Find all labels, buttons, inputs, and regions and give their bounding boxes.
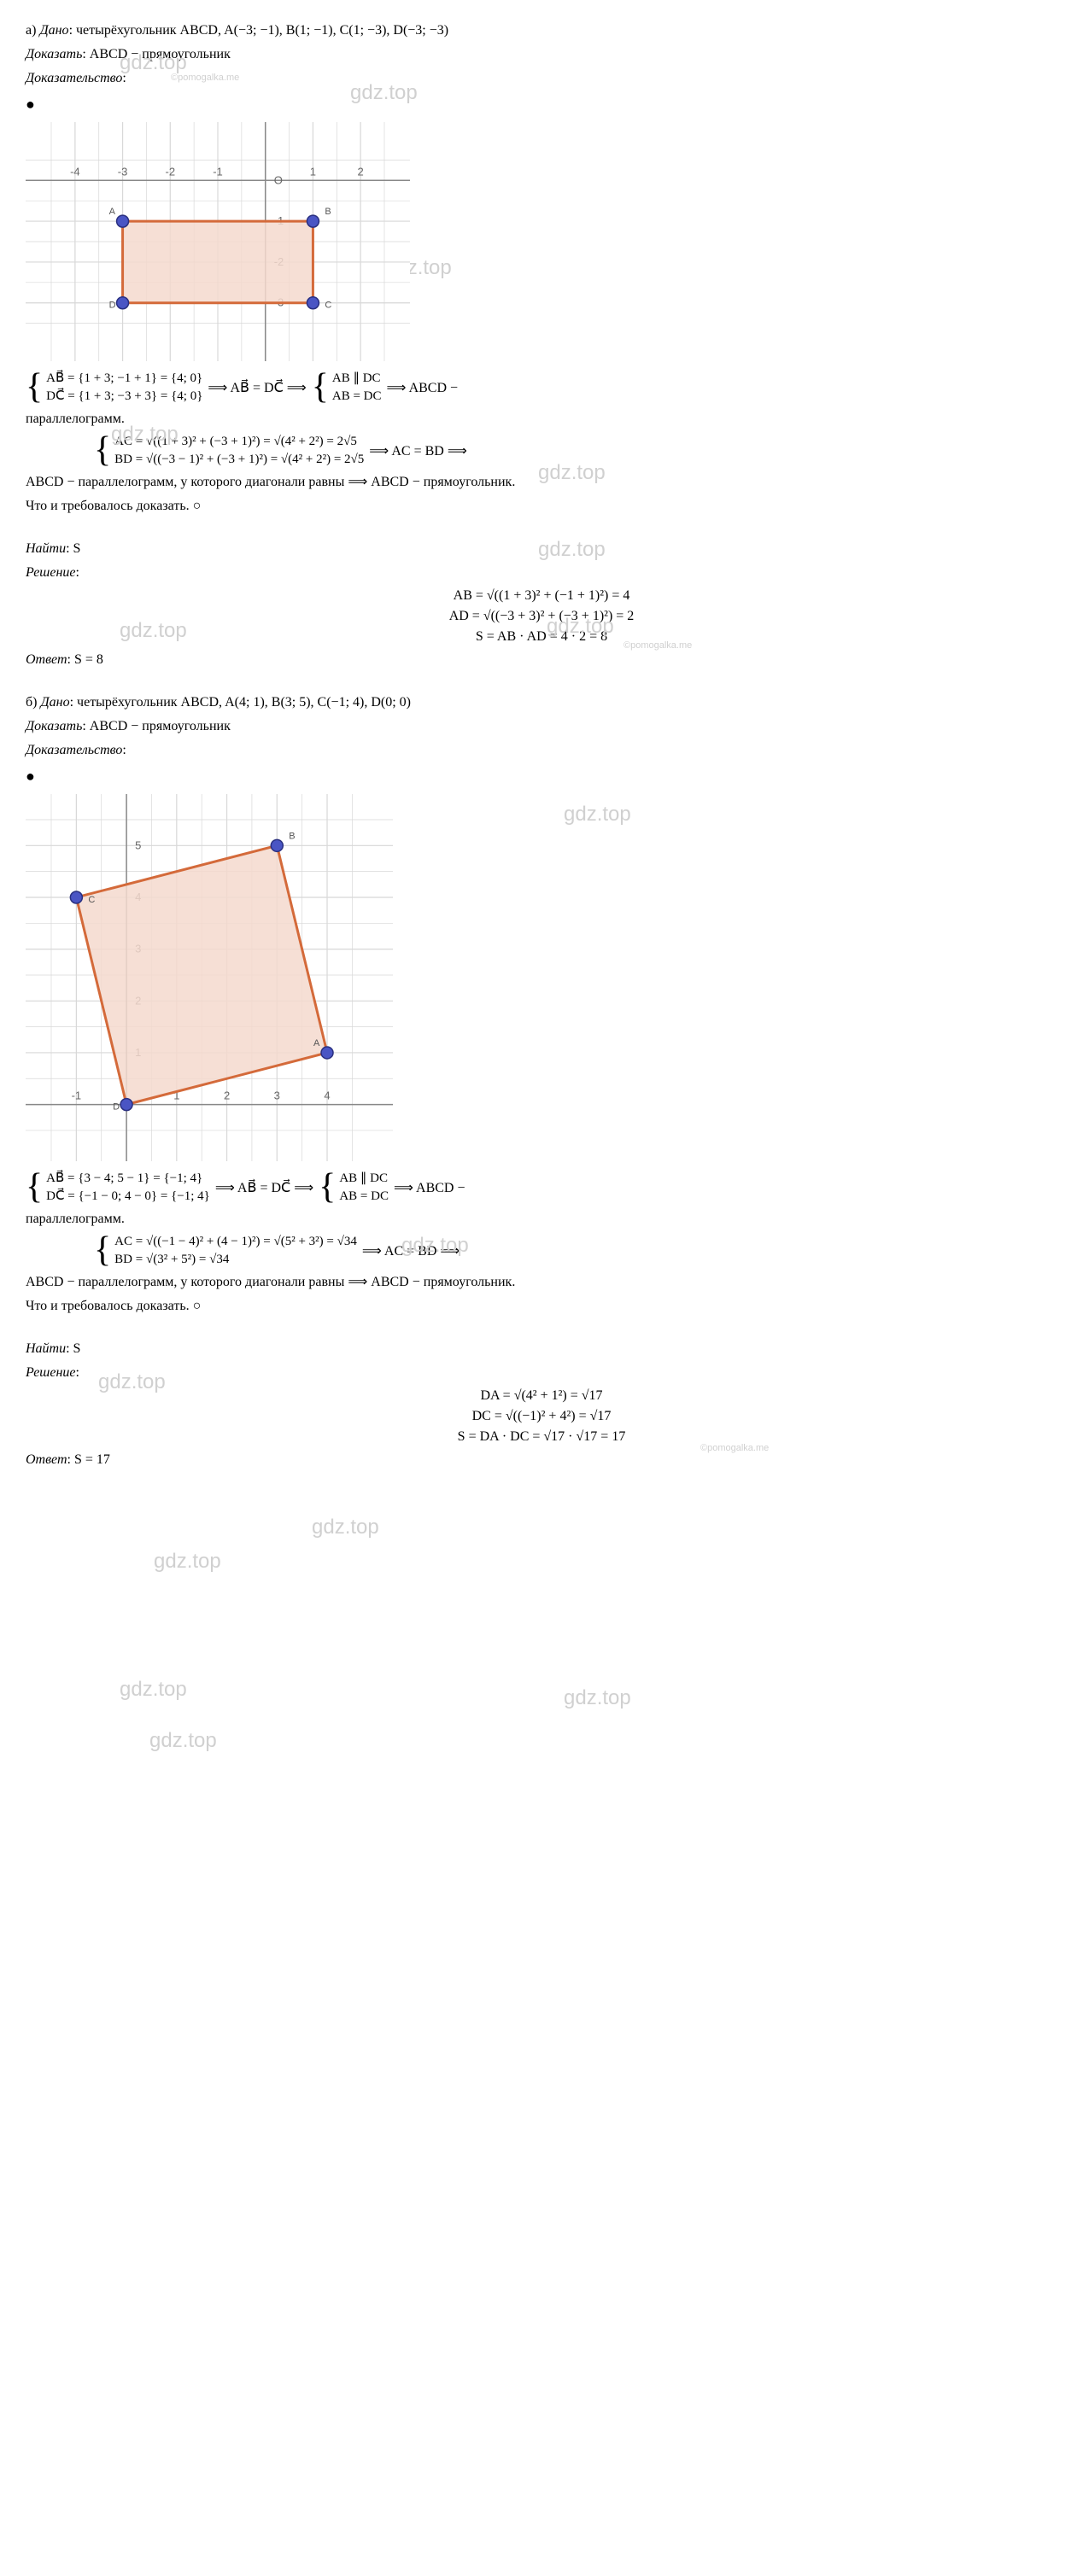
bullet: ● [26,768,1057,786]
eq-bd: BD = √((−3 − 1)² + (−3 + 1)²) = √(4² + 2… [114,451,364,469]
colon: : [76,565,79,580]
svg-text:B: B [289,831,295,841]
calc-da: DA = √(4² + 1²) = √17 [26,1388,1057,1404]
watermark: gdz.top [312,1516,379,1539]
eq-ac: AC = √((1 + 3)² + (−3 + 1)²) = √(4² + 2²… [114,433,364,451]
part-b-dokazatelstvo: Доказательство: [26,740,1057,761]
part-b-dokazat: Доказать: ABCD − прямоугольник [26,716,1057,737]
eq-result: ⟹ ABCD − [394,1179,465,1196]
part-a-eq1: { AB⃗ = {1 + 3; −1 + 1} = {4; 0} DC⃗ = {… [26,370,458,406]
calc-ab: AB = √((1 + 3)² + (−1 + 1)²) = 4 [26,588,1057,604]
part-b-dano: б) Дано: четырёхугольник ABCD, A(4; 1), … [26,692,1057,713]
otvet-text: : S = 17 [67,1452,110,1467]
svg-text:-3: -3 [118,165,128,178]
calc-s: S = AB · AD = 4 · 2 = 8 [26,629,1057,645]
eq-equal: AB = DC [332,388,382,406]
svg-text:2: 2 [224,1089,230,1102]
svg-text:D: D [109,301,116,311]
qed: Что и требовалось доказать. ○ [26,1296,1057,1317]
naiti-text: : S [66,541,80,556]
eq-imp: ⟹ AB⃗ = DC⃗ ⟹ [208,379,306,396]
svg-text:1: 1 [310,165,316,178]
eq-ab: AB⃗ = {1 + 3; −1 + 1} = {4; 0} [46,370,202,388]
svg-text:-2: -2 [166,165,176,178]
dokazat-text: : ABCD − прямоугольник [82,719,231,733]
eq-result: ⟹ ABCD − [387,379,459,396]
reshenie-label: Решение [26,565,76,580]
otvet-line: Ответ: S = 17 [26,1450,1057,1470]
part-a-dano: а) Дано: четырёхугольник ABCD, A(−3; −1)… [26,20,1057,41]
bullet: ● [26,96,1057,114]
otvet-line: Ответ: S = 8 [26,650,1057,670]
otvet-label: Ответ [26,652,67,667]
svg-text:A: A [313,1038,320,1049]
colon: : [122,71,126,85]
chart-b: -1123412345ABCD [26,794,1057,1161]
watermark: gdz.top [564,1686,631,1710]
svg-text:4: 4 [324,1089,330,1102]
watermark: gdz.top [154,1550,221,1574]
naiti-label: Найти [26,541,66,556]
parallelogram-text: параллелограмм. [26,409,1057,429]
eq-imp: ⟹ AB⃗ = DC⃗ ⟹ [215,1179,313,1196]
eq-parallel: AB ∥ DC [339,1170,389,1188]
eq-equal: AB = DC [339,1188,389,1206]
eq2-result: ⟹ AC = BD ⟹ [369,442,466,459]
dokazatelstvo-label: Доказательство [26,743,122,757]
otvet-text: : S = 8 [67,652,103,667]
svg-text:B: B [325,207,331,217]
naiti-line: Найти: S [26,539,1057,559]
dokazat-label: Доказать [26,47,82,61]
reshenie-line: Решение: [26,1363,1057,1383]
eq-ac: AC = √((−1 − 4)² + (4 − 1)²) = √(5² + 3²… [114,1233,357,1251]
colon: : [122,743,126,757]
eq-ab: AB⃗ = {3 − 4; 5 − 1} = {−1; 4} [46,1170,210,1188]
eq-bd: BD = √(3² + 5²) = √34 [114,1251,357,1269]
parallelogram-text: параллелограмм. [26,1209,1057,1230]
svg-text:C: C [325,301,331,311]
colon: : [76,1365,79,1380]
svg-text:-1: -1 [72,1089,82,1102]
part-a-dokazatelstvo: Доказательство: [26,68,1057,89]
dokazat-label: Доказать [26,719,82,733]
dano-label: Дано [39,23,68,38]
eq-dc: DC⃗ = {1 + 3; −3 + 3} = {4; 0} [46,388,202,406]
conclusion: ABCD − параллелограмм, у которого диагон… [26,472,1057,493]
dano-text: : четырёхугольник ABCD, A(−3; −1), B(1; … [69,23,449,38]
watermark: gdz.top [149,1729,217,1753]
svg-text:O: O [274,173,283,186]
eq-parallel: AB ∥ DC [332,370,382,388]
svg-text:D: D [113,1102,120,1113]
reshenie-label: Решение [26,1365,76,1380]
calc-ad: AD = √((−3 + 3)² + (−3 + 1)²) = 2 [26,609,1057,624]
svg-text:5: 5 [135,838,141,851]
eq2-result: ⟹ AC = BD ⟹ [362,1242,460,1259]
naiti-line: Найти: S [26,1339,1057,1359]
dokazatelstvo-label: Доказательство [26,71,122,85]
reshenie-line: Решение: [26,563,1057,583]
svg-text:3: 3 [274,1089,280,1102]
svg-text:-4: -4 [70,165,80,178]
otvet-label: Ответ [26,1452,67,1467]
svg-text:-1: -1 [213,165,223,178]
svg-text:A: A [109,207,116,217]
qed: Что и требовалось доказать. ○ [26,496,1057,517]
chart-a: -4-3-2-112-3-2-1OABCD [26,122,1057,361]
conclusion: ABCD − параллелограмм, у которого диагон… [26,1272,1057,1293]
naiti-label: Найти [26,1341,66,1356]
svg-text:C: C [88,895,95,905]
dokazat-text: : ABCD − прямоугольник [82,47,231,61]
dano-label: Дано [40,695,69,710]
part-a-eq2: { AC = √((1 + 3)² + (−3 + 1)²) = √(4² + … [94,433,467,469]
part-b-eq2: { AC = √((−1 − 4)² + (4 − 1)²) = √(5² + … [94,1233,460,1269]
naiti-text: : S [66,1341,80,1356]
calc-s: S = DA · DC = √17 · √17 = 17 [26,1429,1057,1445]
svg-text:2: 2 [358,165,364,178]
dano-text: : четырёхугольник ABCD, A(4; 1), B(3; 5)… [70,695,411,710]
part-b-eq1: { AB⃗ = {3 − 4; 5 − 1} = {−1; 4} DC⃗ = {… [26,1170,465,1206]
eq-dc: DC⃗ = {−1 − 0; 4 − 0} = {−1; 4} [46,1188,210,1206]
part-a-dokazat: Доказать: ABCD − прямоугольник [26,44,1057,65]
watermark: gdz.top [120,1678,187,1702]
calc-dc: DC = √((−1)² + 4²) = √17 [26,1409,1057,1424]
